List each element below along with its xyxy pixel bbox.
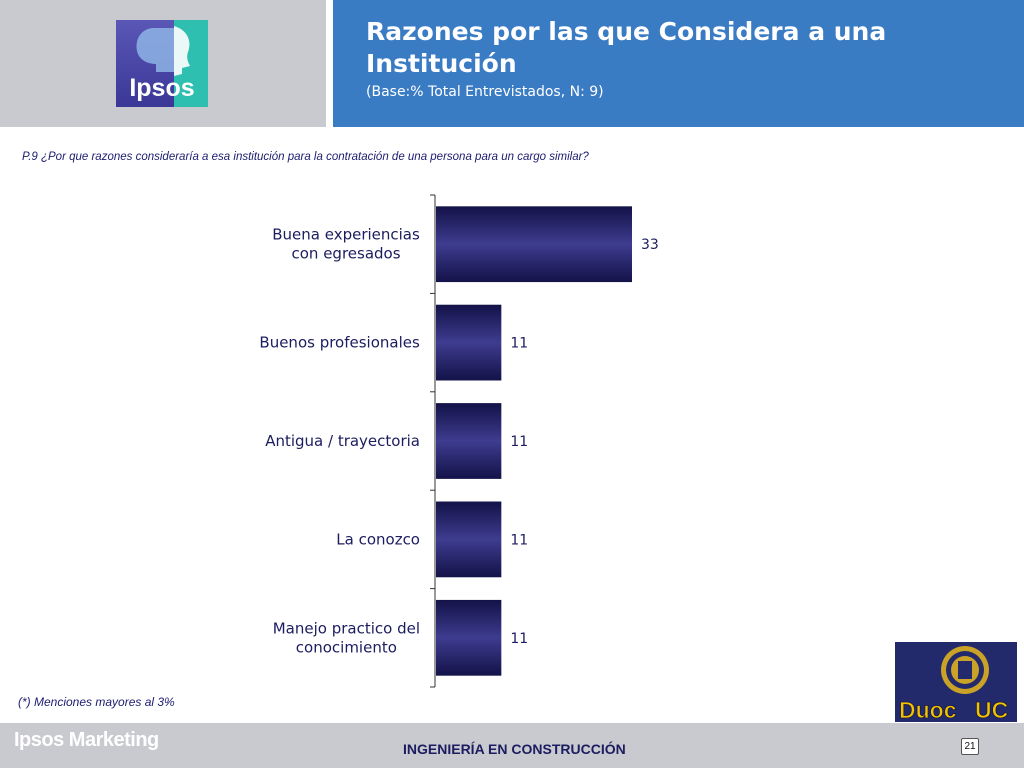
ipsos-logo: Ipsos (116, 20, 208, 107)
survey-question: P.9 ¿Por que razones consideraría a esa … (22, 151, 589, 163)
category-label: Buenos profesionales (259, 334, 420, 352)
category-label: Manejo practico del conocimiento (273, 619, 420, 656)
category-label-line: Buena experiencias (272, 226, 420, 244)
page-title: Razones por las que Considera a una Inst… (366, 17, 887, 78)
bar-value-label: 11 (510, 336, 528, 352)
chart-axis (430, 194, 436, 688)
page-subtitle: (Base:% Total Entrevistados, N: 9) (366, 84, 604, 100)
category-label-line: con egresados (292, 245, 401, 263)
bar (436, 206, 632, 283)
duoc-logo-text-right: UC (975, 697, 1008, 722)
bar (436, 599, 502, 676)
bar-value-label: 33 (641, 237, 659, 253)
footnote: (*) Menciones mayores al 3% (18, 695, 175, 709)
page-number: 21 (961, 738, 979, 755)
ipsos-logo-text: Ipsos (129, 74, 194, 102)
header-separator (326, 0, 333, 127)
chart-category-labels: Buena experiencias con egresados Buenos pr… (259, 226, 420, 657)
category-label: Antigua / trayectoria (265, 432, 420, 450)
category-label: La conozco (336, 530, 420, 548)
category-label-line: Antigua / trayectoria (265, 432, 420, 450)
bar (436, 501, 502, 578)
category-label-line: La conozco (336, 530, 420, 548)
duoc-uc-logo: Duoc UC (895, 642, 1017, 722)
category-label-line: Buenos profesionales (259, 334, 420, 352)
footer-brand: Ipsos Marketing (14, 729, 159, 751)
chart-data-labels: 33 11 11 11 11 (510, 237, 658, 647)
header-title-panel (333, 0, 1024, 127)
footer-bar (0, 723, 1024, 768)
category-label-line: Manejo practico del (273, 619, 420, 637)
bar-chart: Buena experiencias con egresados Buenos pr… (259, 194, 659, 688)
chart-bars (436, 206, 632, 676)
category-label-line: conocimiento (296, 638, 397, 656)
bar-value-label: 11 (510, 631, 528, 647)
duoc-logo-text-left: Duoc (899, 697, 957, 722)
bar-value-label: 11 (510, 532, 528, 548)
category-label: Buena experiencias con egresados (272, 226, 420, 263)
bar-value-label: 11 (510, 434, 528, 450)
bar (436, 403, 502, 479)
footer-title: INGENIERÍA EN CONSTRUCCIÓN (403, 741, 626, 757)
bar (436, 304, 502, 381)
